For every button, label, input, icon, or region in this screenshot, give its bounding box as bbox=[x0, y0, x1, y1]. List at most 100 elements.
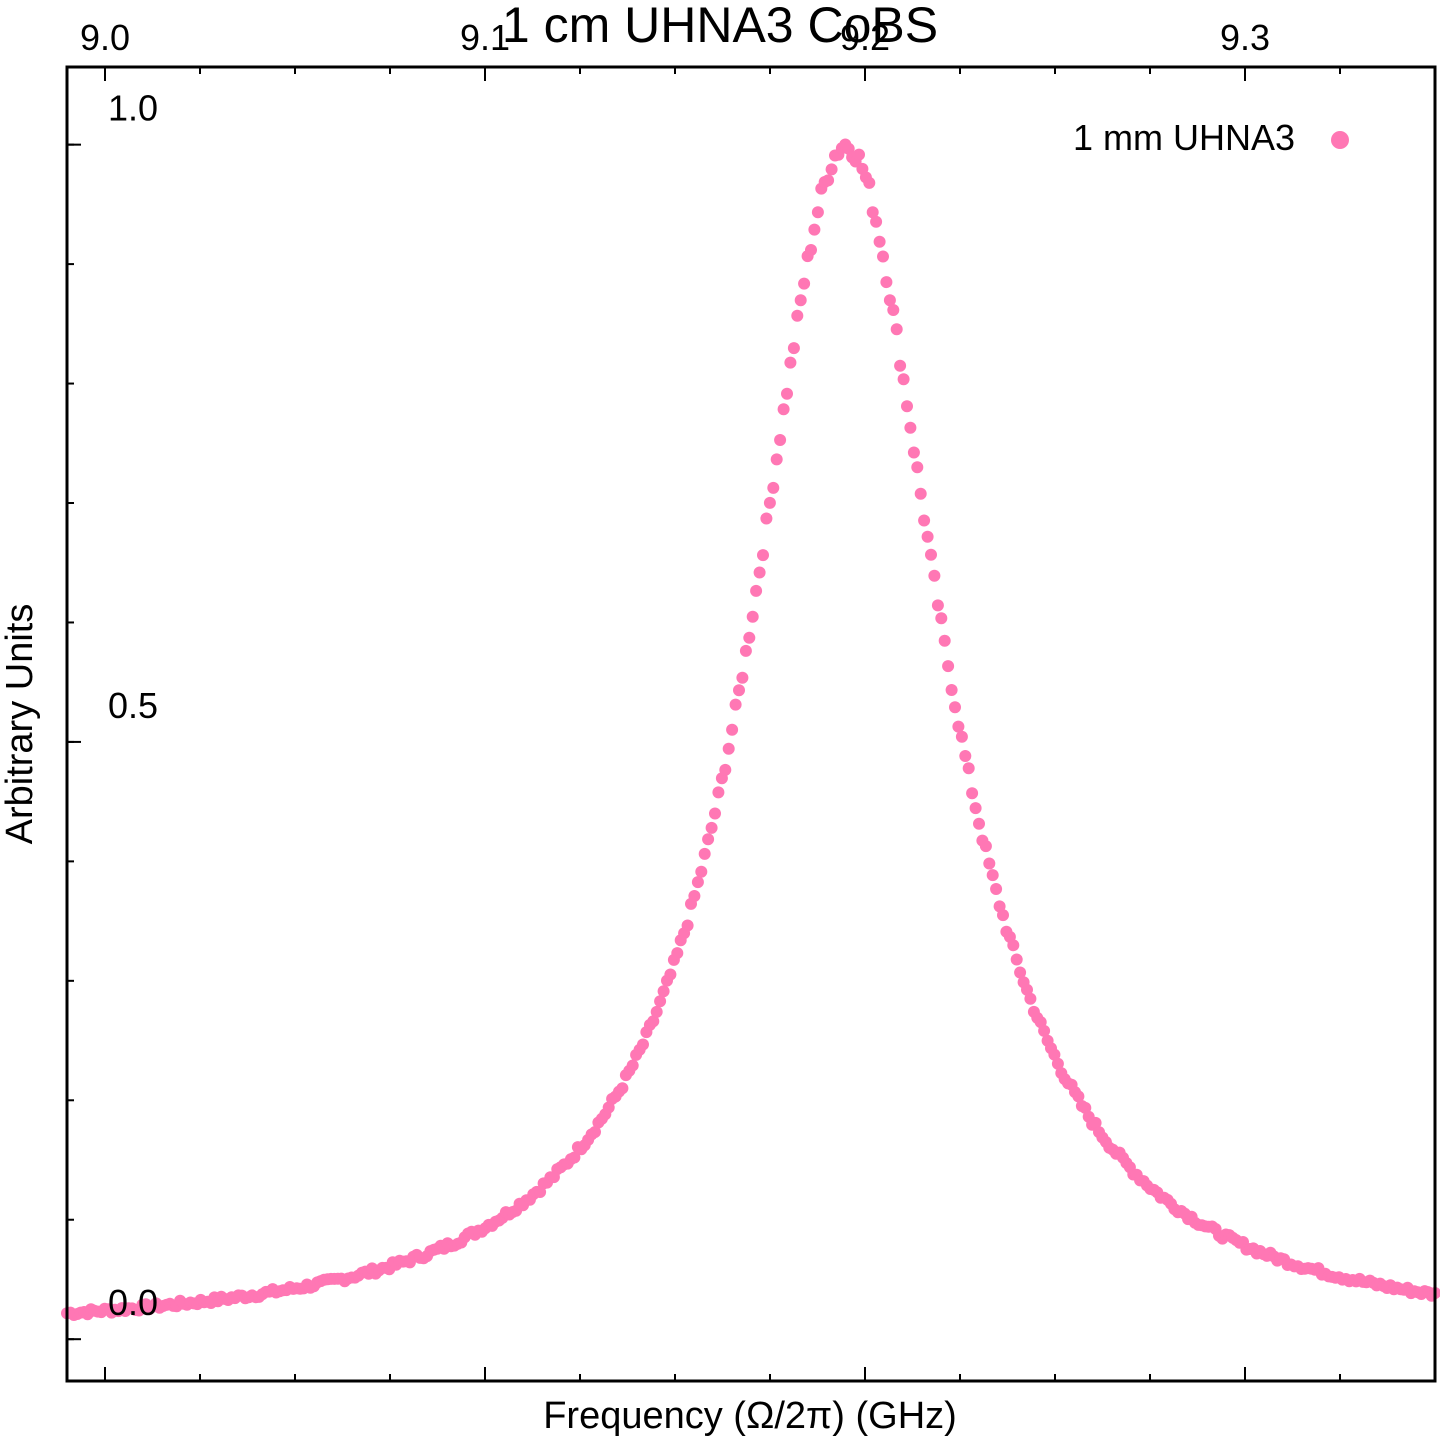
data-point bbox=[979, 840, 992, 853]
data-point bbox=[1014, 966, 1027, 979]
x-tick-label: 9.3 bbox=[1220, 17, 1270, 58]
data-point bbox=[942, 660, 955, 673]
data-point bbox=[626, 1059, 639, 1072]
x-tick-label: 9.0 bbox=[80, 17, 130, 58]
data-point bbox=[739, 644, 752, 657]
data-point bbox=[767, 481, 780, 494]
data-point bbox=[781, 387, 793, 400]
data-point bbox=[986, 869, 999, 882]
data-point bbox=[647, 1015, 660, 1028]
data-points bbox=[61, 138, 1440, 1321]
y-tick-label: 0.5 bbox=[108, 685, 158, 726]
data-point bbox=[870, 215, 883, 228]
data-point bbox=[695, 865, 708, 878]
data-point bbox=[887, 304, 900, 316]
data-point bbox=[757, 549, 769, 562]
data-point bbox=[763, 496, 776, 509]
data-point bbox=[959, 750, 972, 762]
y-axis-ticks: 0.0 0.5 1.0 bbox=[67, 88, 158, 1341]
data-point bbox=[901, 400, 913, 413]
legend-label: 1 mm UHNA3 bbox=[1073, 117, 1295, 158]
data-point bbox=[729, 698, 742, 711]
data-point bbox=[897, 373, 910, 386]
data-point bbox=[1089, 1116, 1102, 1129]
data-point bbox=[890, 323, 903, 336]
data-point bbox=[907, 446, 920, 459]
y-tick-label: 0.0 bbox=[108, 1282, 158, 1323]
data-point bbox=[955, 730, 968, 743]
data-point bbox=[1051, 1057, 1064, 1070]
data-point bbox=[654, 995, 667, 1008]
data-point bbox=[794, 294, 807, 307]
data-point bbox=[962, 762, 975, 775]
data-point bbox=[822, 174, 835, 187]
data-point bbox=[568, 1151, 581, 1164]
data-point bbox=[705, 821, 718, 834]
data-point bbox=[921, 530, 934, 543]
data-point bbox=[945, 684, 958, 696]
data-point bbox=[702, 833, 715, 846]
data-point bbox=[712, 786, 725, 799]
data-point bbox=[973, 817, 985, 830]
data-point bbox=[777, 403, 790, 416]
data-point bbox=[805, 244, 817, 256]
data-point bbox=[935, 612, 948, 625]
data-point bbox=[650, 1005, 663, 1018]
data-point bbox=[657, 985, 670, 998]
x-tick-label: 9.1 bbox=[460, 17, 510, 58]
data-point bbox=[784, 356, 797, 369]
data-point bbox=[726, 723, 739, 736]
data-point bbox=[664, 968, 677, 981]
data-point bbox=[616, 1082, 629, 1095]
data-point bbox=[863, 176, 876, 189]
data-point bbox=[911, 461, 924, 474]
data-point bbox=[904, 421, 917, 434]
data-point bbox=[1038, 1024, 1051, 1037]
data-point bbox=[736, 671, 749, 684]
legend: 1 mm UHNA3 bbox=[1073, 117, 1349, 158]
data-point bbox=[952, 720, 965, 733]
data-point bbox=[787, 342, 800, 355]
data-point bbox=[894, 359, 907, 372]
data-point bbox=[825, 163, 838, 176]
data-point bbox=[733, 684, 745, 697]
data-point bbox=[966, 787, 979, 800]
data-point bbox=[743, 631, 756, 644]
data-point bbox=[925, 548, 937, 561]
data-point bbox=[880, 276, 893, 289]
data-point bbox=[722, 742, 735, 755]
data-point bbox=[949, 701, 961, 714]
data-point bbox=[983, 857, 996, 870]
data-point bbox=[928, 569, 941, 582]
chart-title: 1 cm UHNA3 CoBS bbox=[502, 0, 938, 53]
data-point bbox=[990, 883, 1003, 895]
data-point bbox=[719, 763, 732, 776]
data-point bbox=[709, 807, 721, 820]
y-axis-label: Arbitrary Units bbox=[0, 604, 41, 845]
data-point bbox=[914, 487, 927, 500]
data-point bbox=[760, 512, 773, 525]
data-point bbox=[750, 584, 763, 597]
data-point bbox=[808, 223, 821, 236]
data-point bbox=[770, 453, 783, 466]
data-point bbox=[873, 235, 886, 248]
data-point bbox=[1048, 1048, 1061, 1061]
data-point bbox=[637, 1038, 649, 1051]
data-point bbox=[698, 847, 711, 860]
y-tick-label: 1.0 bbox=[108, 88, 158, 129]
x-tick-label: 9.2 bbox=[840, 17, 890, 58]
data-point bbox=[681, 919, 694, 932]
data-point bbox=[918, 514, 931, 527]
data-point bbox=[866, 206, 879, 219]
x-axis-label: Frequency (Ω/2π) (GHz) bbox=[543, 1395, 957, 1437]
data-point bbox=[1007, 939, 1020, 952]
data-point bbox=[753, 566, 766, 579]
data-point bbox=[671, 947, 684, 960]
data-point bbox=[853, 148, 865, 161]
data-point bbox=[774, 434, 787, 446]
data-point bbox=[688, 890, 701, 902]
legend-marker bbox=[1331, 131, 1349, 149]
data-point bbox=[691, 876, 704, 889]
data-point bbox=[798, 277, 811, 290]
data-point bbox=[883, 294, 896, 307]
